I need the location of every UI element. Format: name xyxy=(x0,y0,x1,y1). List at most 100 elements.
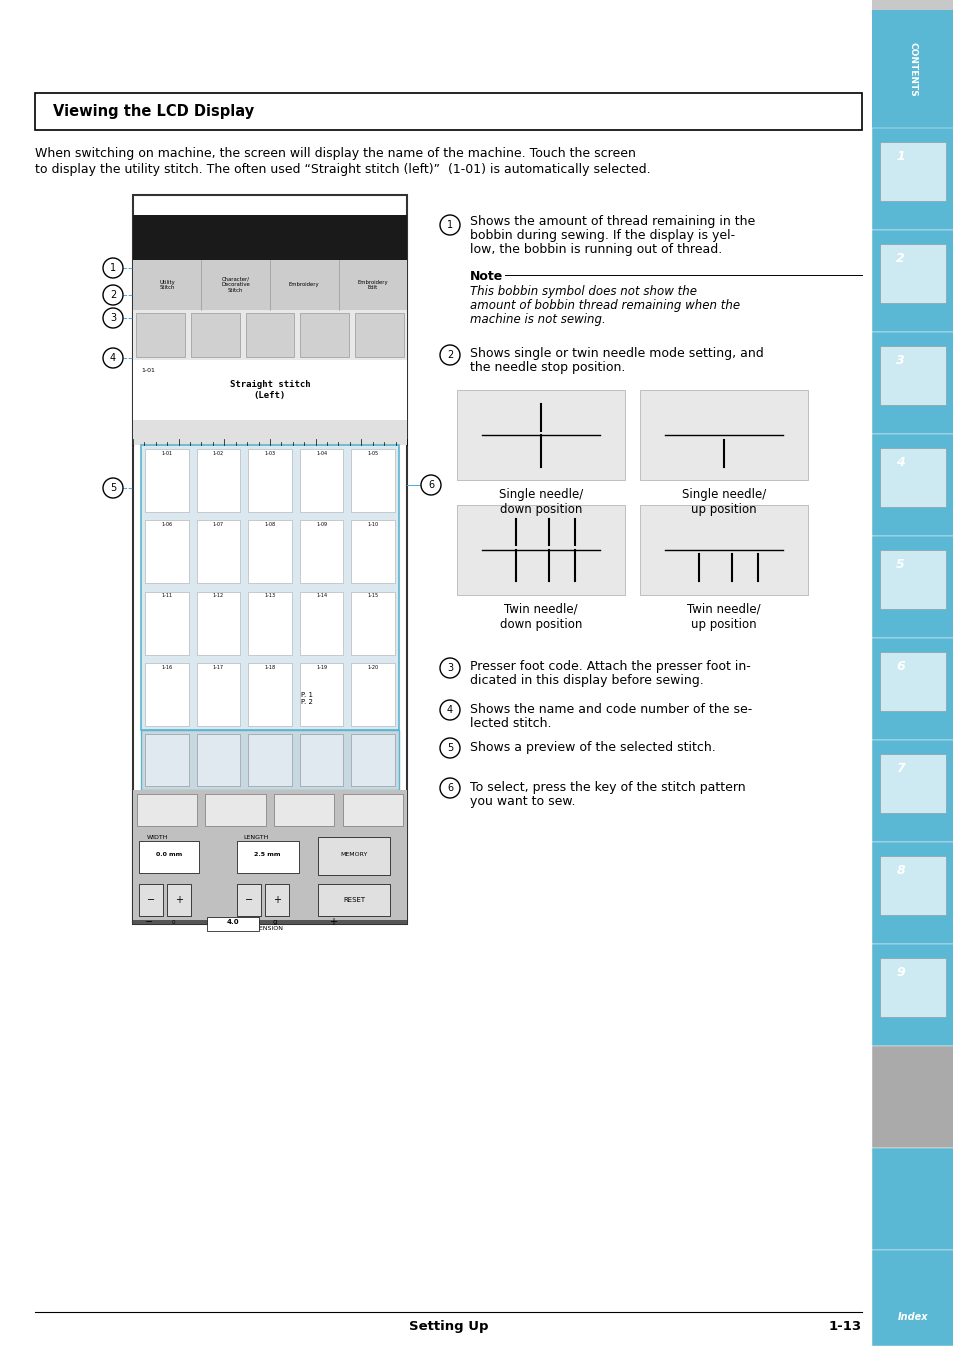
Text: 1-04: 1-04 xyxy=(315,451,327,456)
Bar xyxy=(145,450,189,513)
Bar xyxy=(145,591,189,654)
Bar xyxy=(299,591,343,654)
Bar xyxy=(639,505,807,595)
Bar xyxy=(871,740,953,843)
Text: 4: 4 xyxy=(110,353,116,363)
Text: 0.0 mm: 0.0 mm xyxy=(155,852,182,857)
Text: 1-12: 1-12 xyxy=(213,594,224,599)
Bar xyxy=(132,215,407,260)
Text: To select, press the key of the stitch pattern: To select, press the key of the stitch p… xyxy=(470,781,745,794)
Text: 9: 9 xyxy=(896,966,904,980)
Text: −: − xyxy=(147,895,155,905)
Text: 1-07: 1-07 xyxy=(213,522,224,528)
Bar xyxy=(274,794,335,826)
Text: 5: 5 xyxy=(110,483,116,493)
Text: 1-17: 1-17 xyxy=(213,665,224,670)
Bar xyxy=(145,662,189,725)
Text: Character/
Decorative
Stitch: Character/ Decorative Stitch xyxy=(221,277,250,293)
Circle shape xyxy=(439,700,459,720)
Bar xyxy=(137,794,197,826)
Text: 2.5 mm: 2.5 mm xyxy=(253,852,280,857)
Bar xyxy=(245,314,294,357)
Bar xyxy=(871,536,953,638)
Bar xyxy=(139,884,163,917)
Text: dicated in this display before sewing.: dicated in this display before sewing. xyxy=(470,674,703,686)
Bar xyxy=(871,843,953,944)
Text: WIDTH: WIDTH xyxy=(147,835,169,840)
Text: 2: 2 xyxy=(110,289,116,300)
Circle shape xyxy=(103,258,123,279)
Bar xyxy=(871,1250,953,1346)
Bar xyxy=(145,734,189,786)
Bar xyxy=(639,390,807,481)
Bar xyxy=(299,662,343,725)
Bar xyxy=(871,128,953,230)
Text: to display the utility stitch. The often used “Straight stitch (left)”  (1-01) i: to display the utility stitch. The often… xyxy=(35,163,650,176)
Text: g: g xyxy=(273,919,277,925)
Bar xyxy=(132,790,407,830)
Bar xyxy=(248,521,292,584)
Bar xyxy=(132,310,407,359)
Text: Shows single or twin needle mode setting, and: Shows single or twin needle mode setting… xyxy=(470,347,763,359)
Bar xyxy=(880,551,944,610)
Bar xyxy=(248,591,292,654)
Bar xyxy=(351,591,395,654)
Bar xyxy=(351,662,395,725)
Text: Shows a preview of the selected stitch.: Shows a preview of the selected stitch. xyxy=(470,742,715,754)
Bar xyxy=(880,448,944,507)
Text: 5: 5 xyxy=(896,559,904,572)
Circle shape xyxy=(439,738,459,758)
Bar xyxy=(880,143,944,202)
Circle shape xyxy=(439,658,459,678)
Text: Twin needle/
up position: Twin needle/ up position xyxy=(686,603,760,631)
Text: CONTENTS: CONTENTS xyxy=(907,42,917,97)
Bar xyxy=(196,591,240,654)
Text: Setting Up: Setting Up xyxy=(408,1320,488,1333)
Text: 3: 3 xyxy=(446,664,453,673)
Bar xyxy=(317,884,390,917)
Bar xyxy=(132,921,407,923)
Text: 1-20: 1-20 xyxy=(367,665,378,670)
Text: 1-13: 1-13 xyxy=(264,594,275,599)
Bar xyxy=(132,359,407,420)
Text: +: + xyxy=(174,895,183,905)
Text: LENGTH: LENGTH xyxy=(243,835,268,840)
Text: 1-05: 1-05 xyxy=(367,451,378,456)
Bar xyxy=(141,730,398,790)
Bar xyxy=(205,794,266,826)
Text: P. 1
P. 2: P. 1 P. 2 xyxy=(300,692,313,705)
Bar xyxy=(132,195,407,923)
Bar xyxy=(880,856,944,915)
Text: RESET: RESET xyxy=(342,896,365,903)
Text: Utility
Stitch: Utility Stitch xyxy=(159,280,175,291)
Bar xyxy=(880,754,944,813)
Text: +: + xyxy=(273,895,281,905)
Circle shape xyxy=(439,215,459,236)
Bar xyxy=(139,841,199,874)
Text: 1: 1 xyxy=(110,262,116,273)
Bar xyxy=(248,450,292,513)
Bar xyxy=(351,450,395,513)
Text: 6: 6 xyxy=(428,481,434,490)
Bar xyxy=(132,420,407,446)
Bar xyxy=(880,653,944,712)
Text: Straight stitch
(Left): Straight stitch (Left) xyxy=(230,381,310,400)
Text: This bobbin symbol does not show the: This bobbin symbol does not show the xyxy=(470,285,697,297)
Text: 6: 6 xyxy=(446,783,453,793)
Text: 1-02: 1-02 xyxy=(213,451,224,456)
Text: bobbin during sewing. If the display is yel-: bobbin during sewing. If the display is … xyxy=(470,229,735,242)
Circle shape xyxy=(420,475,440,495)
Text: 5: 5 xyxy=(446,743,453,752)
Circle shape xyxy=(103,478,123,498)
Bar xyxy=(456,505,624,595)
Text: machine is not sewing.: machine is not sewing. xyxy=(470,314,605,326)
Text: 3: 3 xyxy=(110,314,116,323)
Bar xyxy=(35,93,862,131)
Text: Shows the name and code number of the se-: Shows the name and code number of the se… xyxy=(470,703,752,716)
Text: 1-19: 1-19 xyxy=(315,665,327,670)
Text: 1: 1 xyxy=(896,151,904,163)
Text: 1: 1 xyxy=(446,219,453,230)
Bar xyxy=(132,880,407,921)
Bar xyxy=(145,521,189,584)
Bar xyxy=(299,521,343,584)
